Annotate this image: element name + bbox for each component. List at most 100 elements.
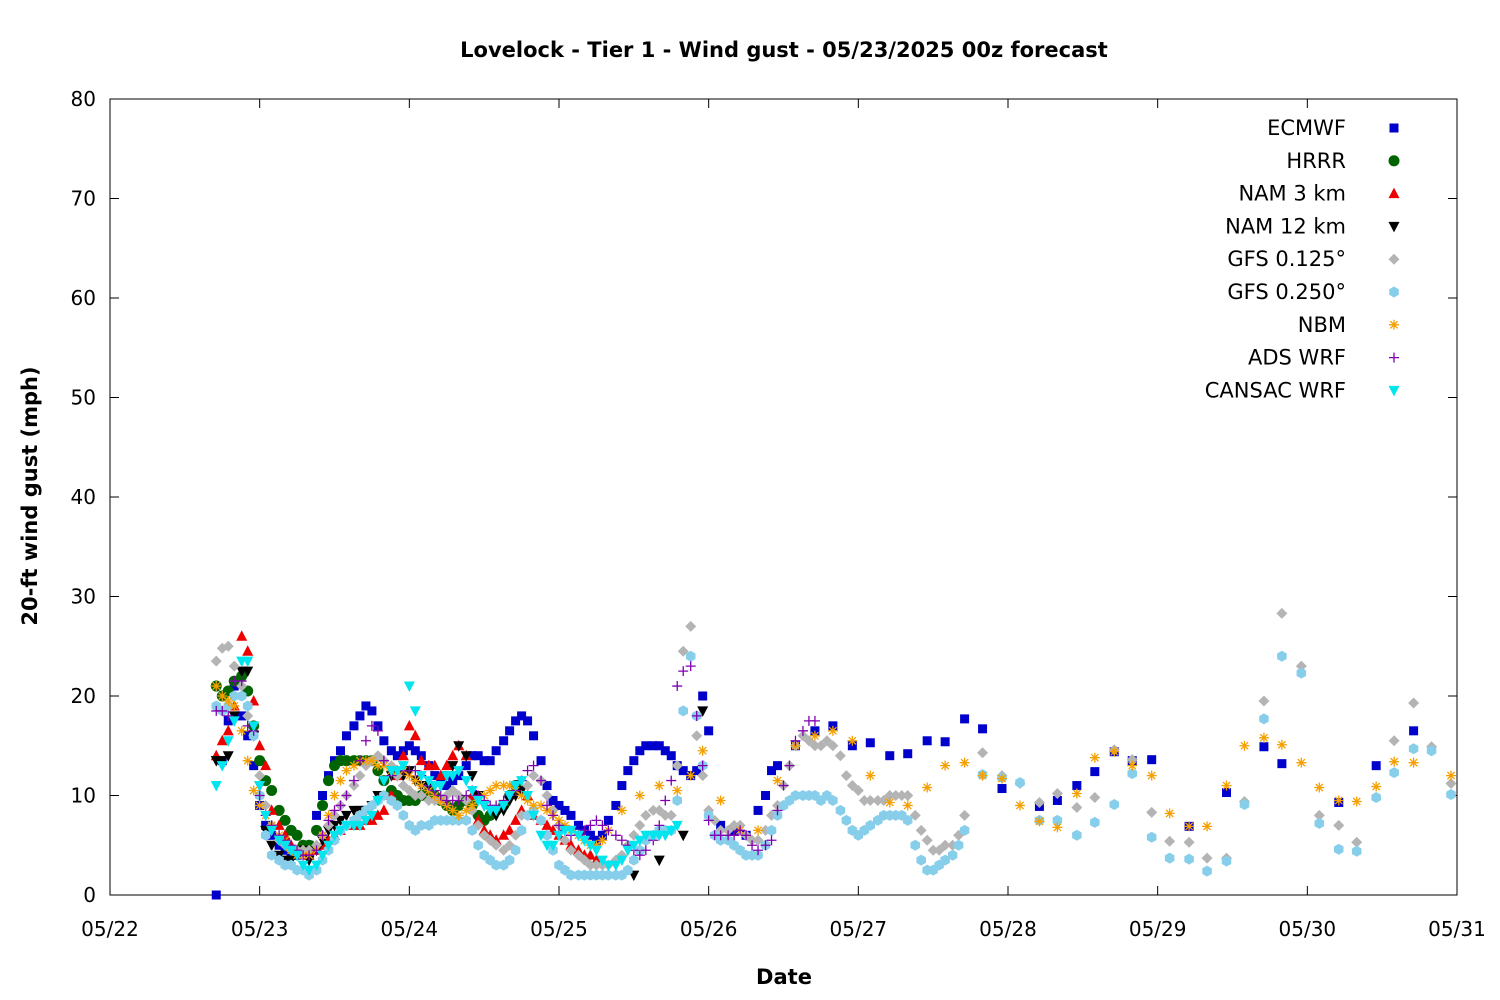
legend-item: GFS 0.125°: [1227, 247, 1400, 271]
data-point: [536, 800, 547, 811]
data-point: [834, 750, 846, 762]
data-point: [616, 835, 627, 846]
data-point: [902, 814, 913, 826]
legend-marker: [1389, 352, 1399, 363]
data-point: [404, 741, 414, 751]
data-point: [1388, 735, 1400, 747]
data-point: [254, 781, 266, 792]
legend-marker: [1388, 221, 1400, 233]
data-point: [329, 790, 340, 801]
data-point: [1184, 853, 1194, 865]
data-point: [603, 869, 614, 881]
data-point: [522, 765, 533, 776]
data-point: [498, 780, 509, 791]
data-point: [340, 820, 352, 832]
data-point: [672, 785, 683, 796]
data-point: [516, 790, 527, 801]
data-point: [784, 760, 795, 771]
data-point: [372, 809, 384, 820]
data-point: [236, 676, 247, 687]
data-point: [236, 630, 248, 641]
data-point: [772, 805, 783, 816]
data-point: [640, 809, 652, 821]
data-point: [236, 690, 247, 702]
data-point: [279, 814, 291, 826]
data-point: [1239, 740, 1250, 751]
data-point: [572, 830, 584, 842]
x-tick-label: 05/30: [1279, 917, 1337, 941]
data-point: [617, 781, 627, 791]
data-point: [467, 751, 477, 761]
data-point: [790, 735, 801, 746]
data-point: [728, 819, 740, 831]
data-point: [959, 809, 971, 821]
data-point: [1146, 831, 1157, 843]
data-point: [729, 830, 740, 841]
data-point: [1239, 798, 1250, 810]
data-point: [1164, 852, 1175, 864]
data-point: [237, 711, 247, 721]
data-point: [335, 746, 345, 756]
data-point: [611, 800, 621, 810]
data-point: [978, 724, 988, 734]
data-point: [461, 814, 471, 826]
data-point: [335, 775, 346, 786]
data-point: [653, 855, 665, 867]
legend-item: NAM 3 km: [1238, 182, 1400, 206]
data-point: [453, 741, 465, 752]
data-point: [504, 780, 515, 791]
data-point: [1033, 796, 1045, 808]
data-point: [671, 760, 683, 772]
data-point: [485, 756, 495, 766]
data-point: [939, 839, 951, 851]
data-point: [766, 824, 777, 836]
data-point: [1222, 788, 1232, 798]
data-point: [809, 730, 820, 741]
data-point: [902, 790, 914, 801]
data-point: [453, 795, 464, 806]
data-point: [573, 820, 583, 830]
data-point: [542, 781, 552, 791]
data-point: [317, 850, 329, 862]
data-point: [334, 825, 346, 837]
data-point: [236, 725, 247, 736]
data-point: [409, 729, 421, 741]
data-point: [597, 835, 608, 846]
data-point: [361, 701, 371, 711]
legend-label: ECMWF: [1267, 116, 1346, 140]
y-tick-label: 60: [71, 286, 96, 310]
data-point: [273, 835, 285, 847]
data-point: [584, 859, 596, 871]
data-point: [916, 854, 926, 866]
data-point: [1034, 816, 1045, 827]
data-point: [348, 775, 359, 786]
data-point: [921, 834, 933, 846]
data-point: [847, 735, 858, 746]
data-point: [442, 781, 452, 791]
data-point: [505, 726, 515, 736]
data-point: [1071, 801, 1083, 813]
data-point: [1146, 770, 1157, 781]
data-point: [430, 771, 440, 781]
data-point: [828, 794, 838, 806]
data-point: [435, 769, 447, 781]
data-point: [565, 839, 577, 850]
data-point: [623, 864, 633, 876]
series-gfs-0-250-: [211, 650, 1456, 881]
data-point: [490, 839, 502, 851]
data-point: [1051, 788, 1063, 800]
data-point: [461, 805, 472, 816]
legend-label: GFS 0.250°: [1227, 280, 1346, 304]
data-point: [565, 844, 577, 856]
data-point: [478, 824, 490, 835]
data-point: [415, 754, 427, 766]
data-point: [852, 785, 864, 797]
data-point: [616, 805, 627, 816]
data-point: [1201, 852, 1213, 864]
data-point: [1052, 822, 1063, 833]
data-point: [354, 820, 366, 832]
data-point: [323, 815, 334, 826]
data-point: [341, 790, 352, 801]
